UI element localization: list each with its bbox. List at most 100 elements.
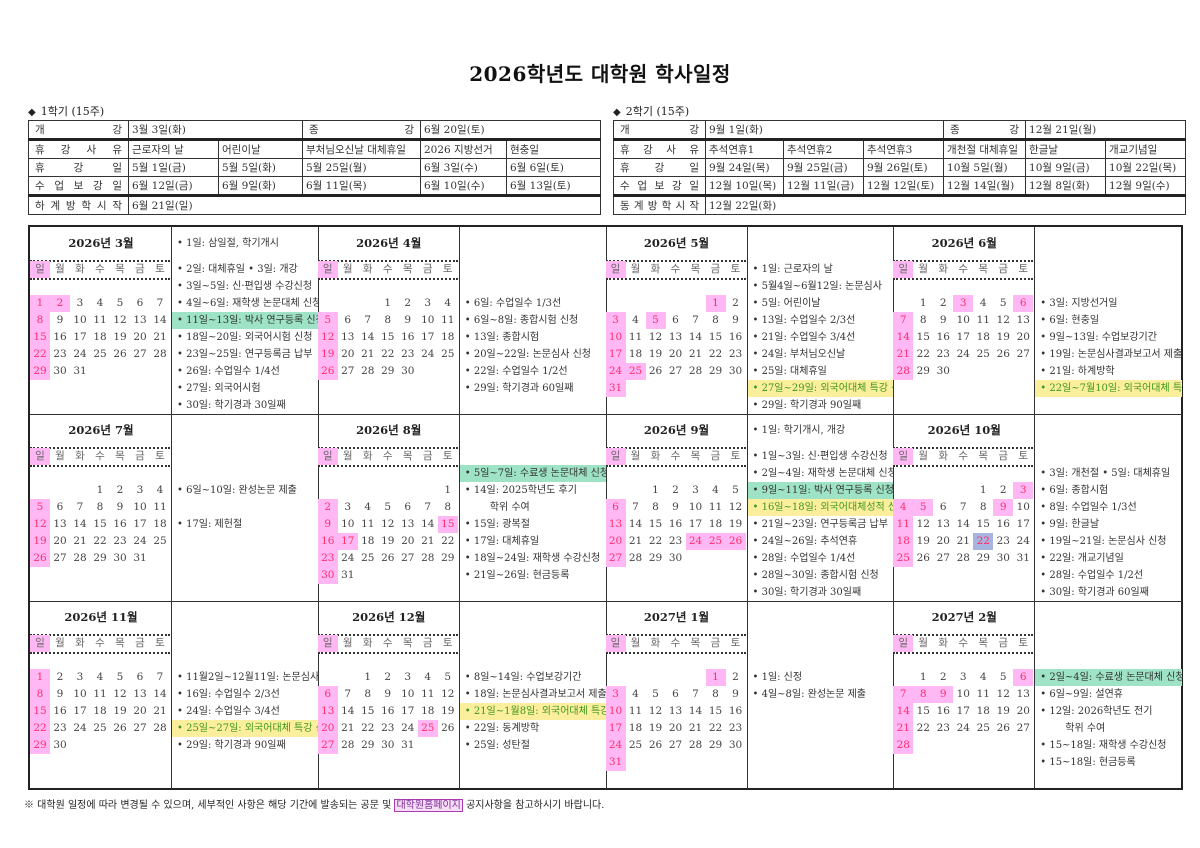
day-cell[interactable]: 27: [1016, 348, 1030, 360]
day-cell[interactable]: 11: [628, 331, 643, 343]
day-cell[interactable]: 16: [113, 518, 127, 530]
day-cell[interactable]: 2: [732, 671, 739, 683]
day-cell[interactable]: 18: [93, 705, 107, 717]
day-cell[interactable]: 19: [996, 705, 1010, 717]
day-cell[interactable]: 26: [30, 550, 50, 567]
day-cell[interactable]: 31: [73, 365, 87, 377]
day-cell[interactable]: 16: [728, 705, 743, 717]
day-cell[interactable]: 19: [317, 346, 338, 363]
day-cell[interactable]: 18: [153, 518, 167, 530]
day-cell[interactable]: 12: [996, 688, 1010, 700]
day-cell[interactable]: 18: [441, 331, 455, 343]
day-cell[interactable]: 23: [53, 348, 67, 360]
day-cell[interactable]: 16: [317, 533, 338, 550]
day-cell[interactable]: 25: [361, 552, 375, 564]
day-cell[interactable]: 19: [648, 348, 663, 360]
day-cell[interactable]: 13: [668, 331, 683, 343]
day-cell[interactable]: 29: [30, 363, 50, 380]
day-cell[interactable]: 19: [30, 533, 50, 550]
day-cell[interactable]: 10: [605, 329, 626, 346]
day-cell[interactable]: 5: [317, 312, 338, 329]
day-cell[interactable]: 21: [421, 535, 435, 547]
day-cell[interactable]: 26: [113, 722, 127, 734]
day-cell[interactable]: 15: [437, 516, 458, 533]
day-cell[interactable]: 15: [30, 703, 50, 720]
day-cell[interactable]: 19: [113, 331, 127, 343]
day-cell[interactable]: 13: [668, 705, 683, 717]
day-cell[interactable]: 10: [73, 314, 87, 326]
day-cell[interactable]: 28: [421, 552, 435, 564]
day-cell[interactable]: 4: [712, 484, 719, 496]
day-cell[interactable]: 27: [341, 365, 355, 377]
day-cell[interactable]: 20: [317, 720, 338, 737]
day-cell[interactable]: 5: [999, 671, 1007, 683]
day-cell[interactable]: 6: [136, 297, 144, 309]
day-cell[interactable]: 21: [893, 346, 914, 363]
day-cell[interactable]: 14: [73, 518, 87, 530]
day-cell[interactable]: 3: [136, 484, 144, 496]
day-cell[interactable]: 8: [30, 686, 50, 703]
day-cell[interactable]: 17: [73, 705, 87, 717]
day-cell[interactable]: 7: [424, 501, 432, 513]
day-cell[interactable]: 17: [1016, 518, 1030, 530]
day-cell[interactable]: 6: [939, 501, 947, 513]
day-cell[interactable]: 4: [979, 297, 987, 309]
day-cell[interactable]: 25: [976, 348, 990, 360]
day-cell[interactable]: 2: [999, 484, 1007, 496]
day-cell[interactable]: 13: [317, 703, 338, 720]
day-cell[interactable]: 25: [93, 722, 107, 734]
day-cell[interactable]: 23: [381, 722, 395, 734]
day-cell[interactable]: 28: [893, 737, 914, 754]
day-cell[interactable]: 12: [113, 314, 127, 326]
day-cell[interactable]: 12: [996, 314, 1010, 326]
day-cell[interactable]: 30: [381, 739, 395, 751]
day-cell[interactable]: 29: [916, 365, 930, 377]
day-cell[interactable]: 25: [705, 533, 726, 550]
day-cell[interactable]: 9: [993, 499, 1014, 516]
day-cell[interactable]: 3: [76, 297, 84, 309]
day-cell[interactable]: 19: [113, 705, 127, 717]
day-cell[interactable]: 15: [93, 518, 107, 530]
day-cell[interactable]: 2: [116, 484, 124, 496]
day-cell[interactable]: 15: [976, 518, 990, 530]
day-cell[interactable]: 16: [728, 331, 743, 343]
day-cell[interactable]: 6: [1013, 669, 1034, 686]
day-cell[interactable]: 1: [652, 484, 659, 496]
day-cell[interactable]: 30: [996, 552, 1010, 564]
day-cell[interactable]: 27: [668, 739, 683, 751]
day-cell[interactable]: 2: [939, 297, 947, 309]
day-cell[interactable]: 29: [381, 365, 395, 377]
day-cell[interactable]: 14: [956, 518, 970, 530]
day-cell[interactable]: 12: [30, 516, 50, 533]
day-cell[interactable]: 26: [317, 363, 338, 380]
day-cell[interactable]: 3: [953, 295, 974, 312]
day-cell[interactable]: 30: [401, 365, 415, 377]
day-cell[interactable]: 19: [381, 535, 395, 547]
day-cell[interactable]: 20: [133, 705, 147, 717]
day-cell[interactable]: 22: [916, 722, 930, 734]
day-cell[interactable]: 7: [156, 671, 164, 683]
day-cell[interactable]: 24: [605, 737, 626, 754]
day-cell[interactable]: 16: [53, 331, 67, 343]
day-cell[interactable]: 27: [605, 550, 626, 567]
day-cell[interactable]: 27: [668, 365, 683, 377]
day-cell[interactable]: 26: [725, 533, 746, 550]
day-cell[interactable]: 9: [404, 314, 412, 326]
day-cell[interactable]: 8: [919, 314, 927, 326]
day-cell[interactable]: 20: [605, 533, 626, 550]
day-cell[interactable]: 3: [959, 671, 967, 683]
day-cell[interactable]: 30: [113, 552, 127, 564]
day-cell[interactable]: 14: [893, 329, 914, 346]
day-cell[interactable]: 25: [93, 348, 107, 360]
day-cell[interactable]: 11: [708, 501, 723, 513]
day-cell[interactable]: 22: [973, 533, 994, 550]
day-cell[interactable]: 1: [919, 297, 927, 309]
day-cell[interactable]: 30: [53, 365, 67, 377]
day-cell[interactable]: 20: [668, 348, 683, 360]
day-cell[interactable]: 5: [30, 499, 50, 516]
day-cell[interactable]: 24: [605, 363, 626, 380]
day-cell[interactable]: 26: [381, 552, 395, 564]
day-cell[interactable]: 5: [444, 671, 452, 683]
day-cell[interactable]: 19: [648, 722, 663, 734]
day-cell[interactable]: 11: [976, 314, 990, 326]
